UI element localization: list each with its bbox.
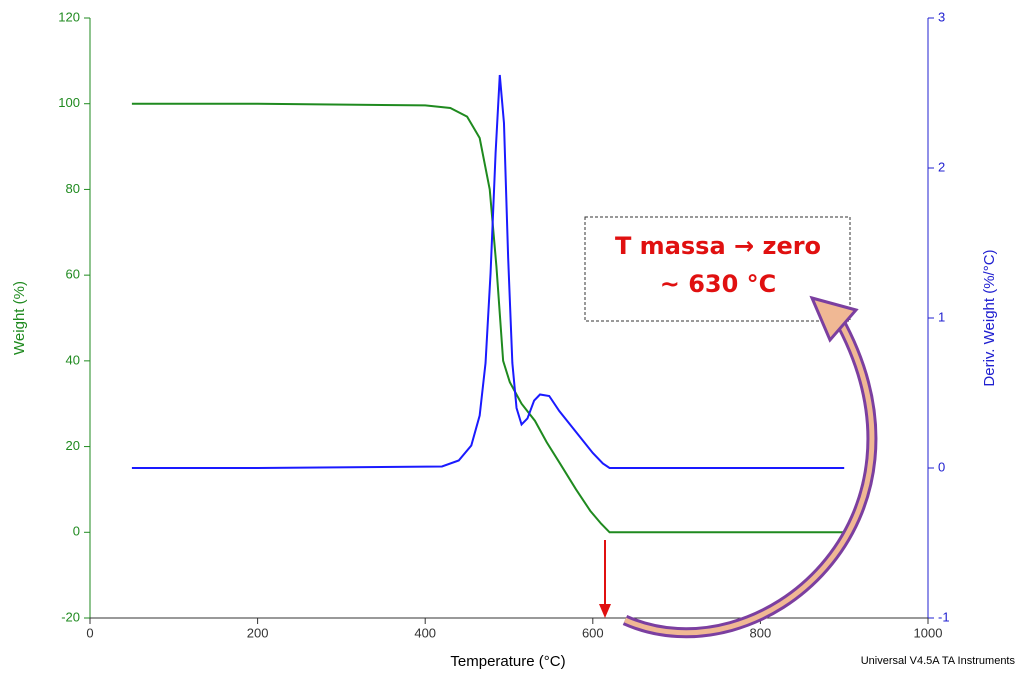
y2-tick-label: 3 [938, 9, 945, 24]
x-tick-label: 600 [582, 625, 604, 640]
curved-arrow-head [809, 295, 859, 343]
x-tick-label: 400 [414, 625, 436, 640]
y2-axis-title: Deriv. Weight (%/°C) [981, 249, 998, 386]
y-tick-label: 60 [66, 267, 80, 282]
y-tick-label: -20 [61, 609, 80, 624]
y-tick-label: 20 [66, 438, 80, 453]
x-tick-label: 1000 [914, 625, 943, 640]
y-tick-label: 100 [58, 95, 80, 110]
series-line [131, 74, 845, 469]
y2-tick-label: 0 [938, 459, 945, 474]
annotation-box [584, 216, 851, 322]
y2-tick-label: 2 [938, 159, 945, 174]
annotation-line: ~ 630 °C [660, 270, 777, 298]
y-axis-title: Weight (%) [11, 281, 28, 355]
y-tick-label: 120 [58, 9, 80, 24]
x-tick-label: 800 [750, 625, 772, 640]
series-line [131, 102, 845, 534]
curved-arrow [622, 315, 878, 639]
annotation-line: T massa → zero [615, 232, 821, 260]
y2-tick-label: -1 [938, 609, 950, 624]
x-tick-label: 0 [86, 625, 93, 640]
y-tick-label: 40 [66, 352, 80, 367]
y-tick-label: 0 [73, 524, 80, 539]
x-axis-title: Temperature (°C) [450, 653, 565, 670]
red-arrow-head [599, 604, 611, 618]
y-tick-label: 80 [66, 181, 80, 196]
y2-tick-label: 1 [938, 309, 945, 324]
footer: Universal V4.5A TA Instruments [861, 655, 1016, 667]
x-tick-label: 200 [247, 625, 269, 640]
curved-arrow-inner [623, 316, 875, 636]
